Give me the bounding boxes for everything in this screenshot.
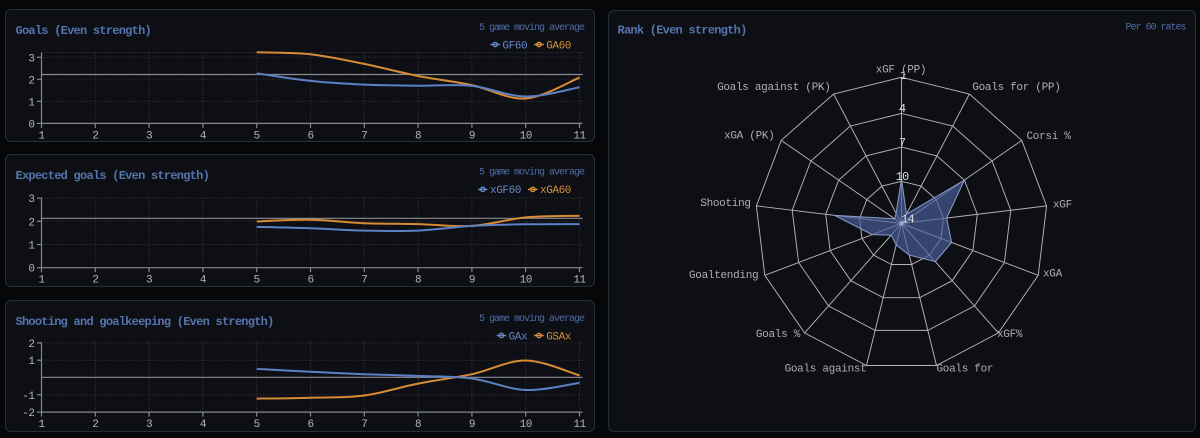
svg-text:Corsi %: Corsi %: [1027, 131, 1072, 143]
svg-text:3: 3: [28, 53, 34, 65]
svg-text:11: 11: [573, 130, 586, 142]
svg-text:xGF%: xGF%: [997, 329, 1023, 341]
svg-text:Rank (Even strength): Rank (Even strength): [618, 24, 747, 38]
svg-text:6: 6: [307, 130, 313, 142]
svg-text:3: 3: [146, 275, 152, 287]
svg-text:2: 2: [92, 130, 98, 142]
svg-text:4: 4: [200, 130, 207, 142]
svg-text:xGF: xGF: [1053, 200, 1072, 212]
svg-text:9: 9: [469, 130, 475, 142]
svg-text:5: 5: [254, 275, 260, 287]
svg-text:14: 14: [901, 212, 914, 226]
svg-text:10: 10: [520, 130, 532, 142]
svg-text:4: 4: [200, 419, 207, 431]
svg-text:GF60: GF60: [502, 40, 527, 52]
svg-text:Shooting: Shooting: [700, 198, 750, 210]
svg-text:Goals against (PK): Goals against (PK): [717, 82, 830, 94]
svg-text:Goals against: Goals against: [785, 363, 867, 375]
svg-text:9: 9: [469, 275, 475, 287]
svg-text:1: 1: [38, 130, 45, 142]
svg-text:1: 1: [28, 356, 35, 368]
svg-text:2: 2: [28, 75, 34, 87]
svg-text:5 game moving average: 5 game moving average: [479, 22, 585, 34]
svg-text:xGA (PK): xGA (PK): [724, 131, 774, 143]
svg-text:Goals for (PP): Goals for (PP): [972, 82, 1060, 94]
svg-text:GA60: GA60: [546, 40, 571, 52]
svg-text:7: 7: [361, 275, 367, 287]
svg-text:3: 3: [146, 130, 152, 142]
svg-text:10: 10: [896, 170, 909, 184]
svg-text:4: 4: [200, 275, 207, 287]
svg-text:8: 8: [415, 275, 421, 287]
svg-text:4: 4: [899, 102, 906, 116]
svg-text:9: 9: [469, 419, 475, 431]
svg-text:7: 7: [899, 136, 906, 150]
svg-text:8: 8: [415, 130, 421, 142]
svg-text:0: 0: [28, 119, 34, 131]
svg-text:7: 7: [361, 419, 367, 431]
svg-text:5 game moving average: 5 game moving average: [479, 167, 585, 179]
svg-text:Goals %: Goals %: [756, 329, 801, 341]
svg-text:6: 6: [307, 419, 313, 431]
svg-text:xGF (PP): xGF (PP): [876, 64, 926, 76]
svg-text:2: 2: [92, 275, 98, 287]
svg-text:8: 8: [415, 419, 421, 431]
svg-text:1: 1: [28, 97, 35, 109]
svg-text:xGA: xGA: [1043, 269, 1063, 281]
svg-text:Goals (Even strength): Goals (Even strength): [16, 24, 151, 38]
svg-text:11: 11: [573, 275, 586, 287]
svg-text:5: 5: [254, 130, 260, 142]
svg-text:1: 1: [900, 69, 907, 83]
svg-text:3: 3: [146, 419, 152, 431]
svg-text:11: 11: [573, 419, 586, 431]
svg-text:10: 10: [520, 275, 532, 287]
svg-text:GAx: GAx: [509, 331, 528, 343]
svg-text:Goals for: Goals for: [937, 363, 994, 375]
svg-text:0: 0: [28, 264, 34, 276]
svg-text:2: 2: [28, 217, 34, 229]
svg-text:xGA60: xGA60: [540, 185, 571, 197]
svg-text:-2: -2: [22, 408, 34, 420]
svg-text:10: 10: [520, 419, 532, 431]
svg-text:1: 1: [38, 275, 45, 287]
svg-text:Per 60 rates: Per 60 rates: [1125, 23, 1186, 34]
svg-text:1: 1: [28, 241, 35, 253]
svg-text:2: 2: [28, 339, 34, 351]
svg-text:5: 5: [254, 419, 260, 431]
svg-text:3: 3: [28, 194, 34, 206]
svg-text:Shooting and goalkeeping (Even: Shooting and goalkeeping (Even strength): [16, 315, 274, 329]
svg-text:GSAx: GSAx: [546, 331, 572, 343]
svg-text:Expected goals (Even strength): Expected goals (Even strength): [16, 169, 210, 183]
svg-text:-1: -1: [22, 391, 35, 403]
svg-text:7: 7: [361, 130, 367, 142]
svg-text:5 game moving average: 5 game moving average: [479, 313, 585, 325]
svg-text:xGF60: xGF60: [490, 185, 521, 197]
svg-text:1: 1: [38, 419, 45, 431]
svg-text:Goaltending: Goaltending: [689, 270, 758, 282]
svg-text:2: 2: [92, 419, 98, 431]
svg-text:6: 6: [307, 275, 313, 287]
